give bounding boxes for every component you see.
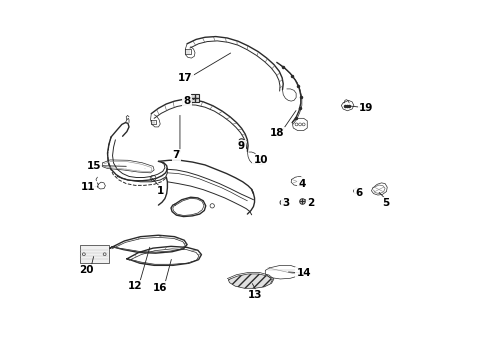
Text: 5: 5 — [382, 198, 389, 208]
Text: 6: 6 — [355, 188, 362, 198]
Text: 9: 9 — [237, 141, 244, 151]
Text: 11: 11 — [81, 182, 96, 192]
Text: 4: 4 — [298, 179, 305, 189]
Text: 2: 2 — [306, 198, 314, 208]
Text: 17: 17 — [178, 73, 192, 83]
Text: 20: 20 — [79, 265, 94, 275]
Text: 10: 10 — [253, 155, 267, 165]
Text: 16: 16 — [153, 283, 167, 293]
Text: 12: 12 — [128, 281, 142, 291]
Text: 14: 14 — [296, 268, 310, 278]
Text: 3: 3 — [282, 198, 289, 208]
Text: 18: 18 — [269, 129, 284, 138]
FancyBboxPatch shape — [80, 244, 109, 263]
Text: 7: 7 — [172, 150, 180, 160]
Polygon shape — [228, 274, 272, 288]
Text: 19: 19 — [359, 103, 373, 113]
Text: 8: 8 — [183, 96, 190, 106]
Text: 1: 1 — [156, 186, 163, 196]
Text: 15: 15 — [86, 161, 101, 171]
Text: 13: 13 — [247, 291, 262, 301]
